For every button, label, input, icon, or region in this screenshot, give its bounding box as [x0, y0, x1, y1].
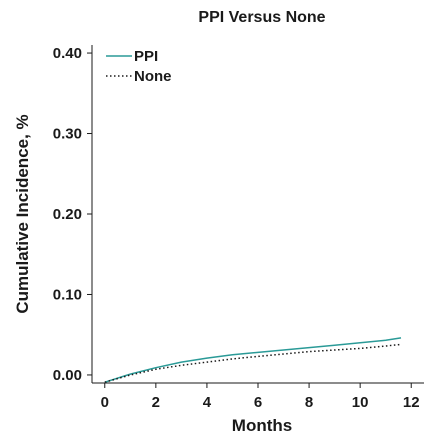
x-tick-label: 8 [305, 394, 313, 411]
legend-label-ppi: PPI [134, 48, 158, 65]
y-tick-label: 0.20 [53, 206, 82, 223]
plot-area: 0.00 0.10 0.20 0.30 0.40 0 2 4 6 8 10 12 [53, 45, 424, 411]
y-tick-label: 0.40 [53, 45, 82, 62]
x-tick-label: 6 [254, 394, 262, 411]
legend: PPI None [106, 48, 172, 85]
x-ticks: 0 2 4 6 8 10 12 [101, 383, 420, 411]
chart-title: PPI Versus None [198, 9, 325, 26]
series-line-ppi [104, 337, 402, 383]
x-tick-label: 0 [101, 394, 109, 411]
y-tick-label: 0.30 [53, 126, 82, 143]
x-tick-label: 4 [203, 394, 212, 411]
x-axis-label: Months [232, 416, 292, 435]
x-tick-label: 12 [403, 394, 420, 411]
y-ticks: 0.00 0.10 0.20 0.30 0.40 [53, 45, 92, 384]
x-tick-label: 2 [152, 394, 160, 411]
y-axis-label: Cumulative Incidence, % [13, 114, 32, 313]
x-tick-label: 10 [352, 394, 369, 411]
y-tick-label: 0.00 [53, 367, 82, 384]
legend-label-none: None [134, 68, 172, 85]
y-tick-label: 0.10 [53, 286, 82, 303]
series-lines [104, 337, 402, 383]
series-line-none [104, 343, 402, 383]
